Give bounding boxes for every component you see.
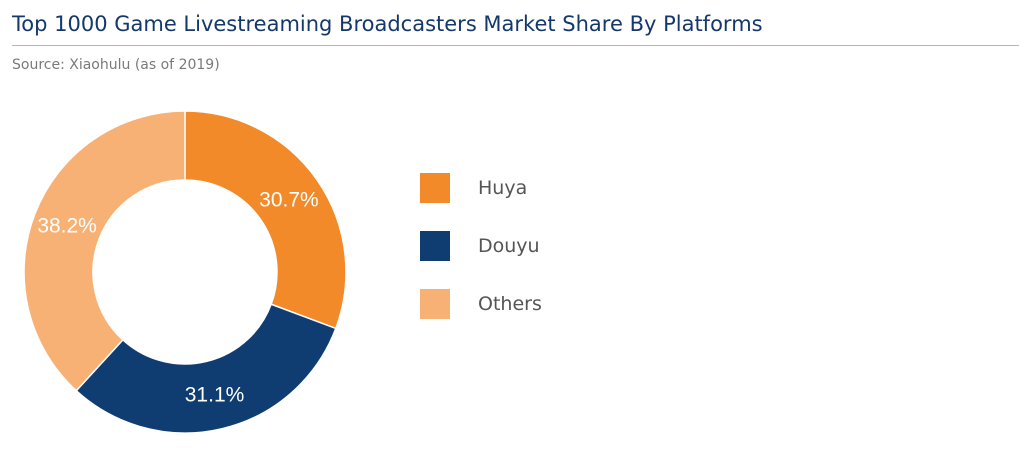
chart-legend: Huya Douyu Others [420, 172, 542, 346]
chart-title: Top 1000 Game Livestreaming Broadcasters… [12, 12, 763, 36]
legend-label-huya: Huya [478, 177, 528, 199]
legend-item-others: Others [420, 288, 542, 320]
legend-label-others: Others [478, 293, 542, 315]
legend-swatch-huya [420, 173, 450, 203]
data-label-huya: 30.7% [259, 188, 319, 211]
legend-item-huya: Huya [420, 172, 542, 204]
legend-swatch-others [420, 289, 450, 319]
chart-source: Source: Xiaohulu (as of 2019) [12, 57, 220, 73]
data-label-others: 38.2% [37, 215, 97, 238]
donut-slice-douyu [75, 303, 337, 434]
legend-item-douyu: Douyu [420, 230, 542, 262]
data-label-douyu: 31.1% [185, 384, 245, 407]
donut-slice-others [23, 110, 186, 392]
title-divider [12, 45, 1019, 46]
legend-swatch-douyu [420, 231, 450, 261]
legend-label-douyu: Douyu [478, 235, 540, 257]
donut-slice-huya [184, 110, 347, 330]
